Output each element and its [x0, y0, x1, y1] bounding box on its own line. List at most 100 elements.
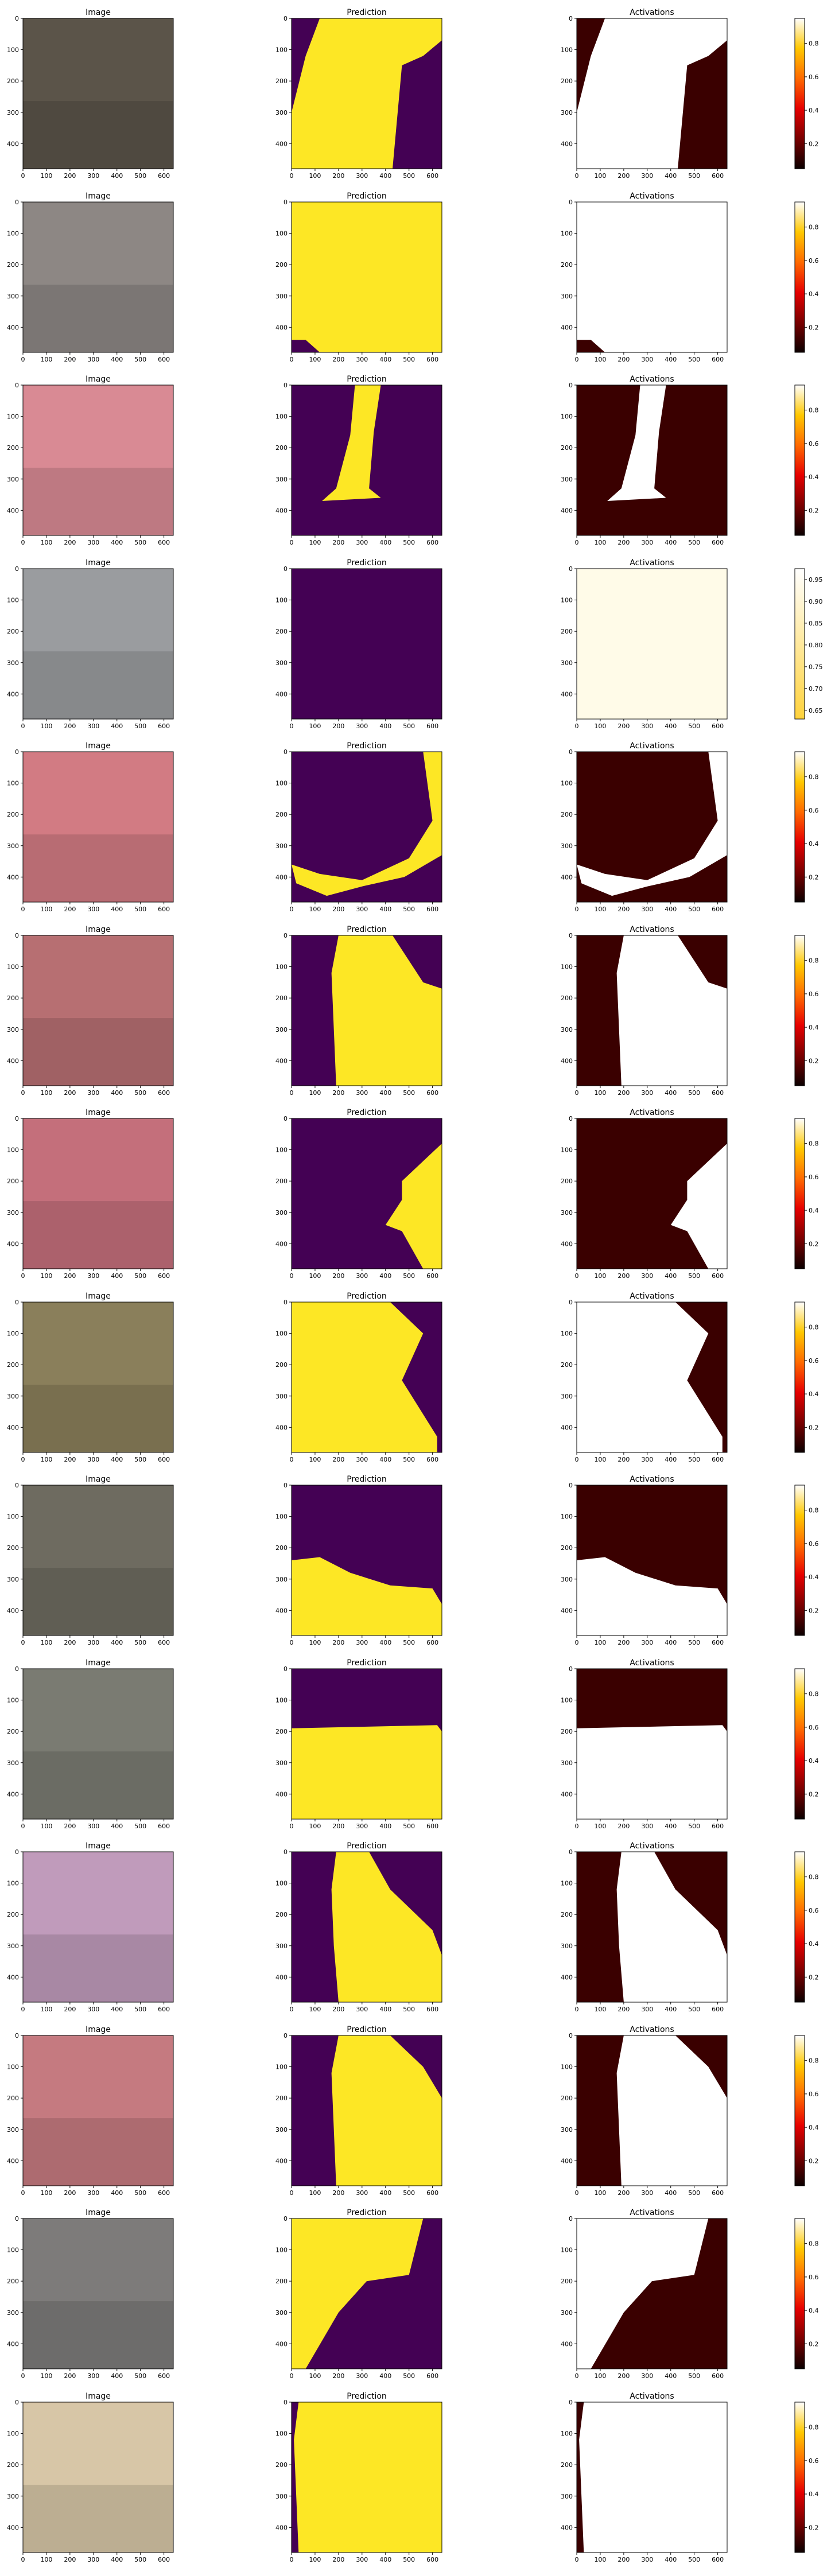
activation-axis-xtick-label: 200 [617, 1639, 630, 1646]
panel-title-activations: Activations [630, 2025, 674, 2034]
activation-axis-xtick-label: 100 [594, 722, 606, 730]
image-axis-ytick-label: 0 [15, 1115, 19, 1122]
activation-region [616, 1852, 727, 2002]
activation-axis-ytick-label: 300 [561, 2309, 573, 2317]
colorbar [794, 2035, 805, 2186]
activation-axis-xtick-label: 200 [617, 1089, 630, 1097]
activation-axis-xtick-label: 0 [575, 356, 579, 363]
prediction-axis-ytick-label: 200 [275, 628, 288, 635]
activation-axis-ytick-label: 0 [569, 2215, 573, 2223]
activation-axis-ytick-label: 300 [561, 842, 573, 850]
image-axis-ytick-label: 100 [7, 1330, 19, 1338]
activation-axis-ytick-label: 400 [561, 690, 573, 698]
panel-title-activations: Activations [630, 1292, 674, 1301]
prediction-axis-frame [291, 2218, 442, 2369]
image-panel [23, 385, 173, 535]
activation-axis-xtick-label: 200 [617, 539, 630, 546]
prediction-axis-xtick-label: 300 [356, 539, 368, 546]
prediction-axis-ytick-label: 0 [283, 2399, 288, 2406]
activation-axis-xtick-label: 600 [712, 2556, 724, 2563]
image-axis-ytick-label: 400 [7, 140, 19, 147]
prediction-axis-ytick-label: 200 [275, 1544, 288, 1552]
image-axis-frame [22, 2035, 174, 2186]
image-axis-ytick-label: 400 [7, 2157, 19, 2165]
colorbar-tick-label: 0.85 [809, 620, 823, 627]
colorbar-tick-label: 0.2 [809, 1973, 819, 1981]
prediction-axis-xtick-label: 0 [290, 539, 294, 546]
colorbar [794, 1118, 805, 1269]
image-axis-ytick-label: 200 [7, 1544, 19, 1552]
image-axis-ytick-label: 200 [7, 2278, 19, 2285]
prediction-axis-ytick-label: 200 [275, 1361, 288, 1369]
prediction-axis-xtick-label: 600 [426, 1639, 438, 1646]
activation-axis-ytick-label: 400 [561, 1973, 573, 1981]
activation-axis-ytick-label: 200 [561, 77, 573, 85]
prediction-axis-ytick-label: 300 [275, 1393, 288, 1400]
activation-axis-xtick-label: 100 [594, 906, 606, 913]
prediction-axis-xtick-label: 300 [356, 172, 368, 180]
prediction-axis-ytick-label: 200 [275, 2461, 288, 2469]
colorbar-tick-label: 0.4 [809, 473, 819, 481]
colorbar [794, 1485, 805, 1636]
colorbar-tick-label: 0.6 [809, 1357, 819, 1365]
prediction-axis-xtick-label: 600 [426, 906, 438, 913]
prediction-region [385, 1143, 442, 1269]
colorbar-tick-label: 0.4 [809, 1207, 819, 1214]
prediction-axis-frame [291, 751, 442, 903]
colorbar-tick-label: 0.4 [809, 2490, 819, 2498]
image-axis-ytick-label: 200 [7, 1361, 19, 1369]
image-axis-ytick-label: 0 [15, 2032, 19, 2039]
image-axis-ytick-label: 200 [7, 2095, 19, 2102]
prediction-axis-xtick-label: 400 [379, 2556, 391, 2563]
colorbar-tick-label: 0.8 [809, 1140, 819, 1148]
image-axis-xtick-label: 400 [111, 1272, 123, 1280]
panel-title-activations: Activations [630, 925, 674, 934]
image-panel [23, 202, 173, 352]
colorbar-tick-label: 0.4 [809, 840, 819, 848]
activation-axis-xtick-label: 100 [594, 1272, 606, 1280]
panel-title-prediction: Prediction [347, 741, 387, 751]
activation-background [577, 569, 727, 719]
row-14: Image 0 100 200 300 400 500 600 0 100 200 300 400 Pre… [7, 2392, 819, 2563]
image-axis-ytick-label: 100 [7, 2430, 19, 2438]
panel-title-activations: Activations [630, 1108, 674, 1117]
prediction-axis-xtick-label: 200 [332, 2006, 344, 2013]
activation-axis-xtick-label: 100 [594, 1456, 606, 1463]
colorbar-tick-label: 0.2 [809, 1607, 819, 1614]
prediction-axis-xtick-label: 300 [356, 2189, 368, 2197]
colorbar-tick-label: 0.6 [809, 440, 819, 448]
activation-axis-frame [576, 1851, 728, 2003]
row-11: Image 0 100 200 300 400 500 600 0 100 200 300 400 Pre… [7, 1841, 819, 2013]
image-axis-xtick-label: 300 [87, 1272, 99, 1280]
activation-axis-xtick-label: 600 [712, 1272, 724, 1280]
activation-axis-ytick-label: 200 [561, 1728, 573, 1735]
activation-axis-frame [576, 751, 728, 903]
image-axis-ytick-label: 100 [7, 597, 19, 604]
image-axis-ytick-label: 400 [7, 1424, 19, 1431]
prediction-axis-xtick-label: 0 [290, 1272, 294, 1280]
activation-axis-xtick-label: 600 [712, 2372, 724, 2380]
image-axis-xtick-label: 100 [40, 906, 52, 913]
activation-axis-xtick-label: 500 [688, 1639, 700, 1646]
image-axis-xtick-label: 100 [40, 2556, 52, 2563]
activation-axis-ytick-label: 0 [569, 1482, 573, 1489]
image-axis-frame [22, 1118, 174, 1269]
image-axis-frame [22, 751, 174, 903]
image-axis-ytick-label: 100 [7, 1697, 19, 1704]
activation-axis-xtick-label: 400 [665, 356, 677, 363]
prediction-axis-xtick-label: 500 [403, 906, 415, 913]
activation-region [577, 2218, 709, 2369]
activation-axis-xtick-label: 0 [575, 1639, 579, 1646]
prediction-axis-xtick-label: 300 [356, 1823, 368, 1830]
activation-axis-ytick-label: 300 [561, 2493, 573, 2500]
image-axis-ytick-label: 400 [7, 2524, 19, 2531]
colorbar-tick-label: 0.8 [809, 957, 819, 965]
activation-axis-ytick-label: 200 [561, 1911, 573, 1918]
image-axis-frame [22, 1668, 174, 1820]
activation-axis-xtick-label: 600 [712, 2189, 724, 2197]
colorbar-tick-label: 0.2 [809, 2340, 819, 2348]
image-axis-xtick-label: 100 [40, 722, 52, 730]
panel-title-prediction: Prediction [347, 925, 387, 934]
prediction-region [292, 18, 442, 169]
prediction-axis-xtick-label: 400 [379, 722, 391, 730]
